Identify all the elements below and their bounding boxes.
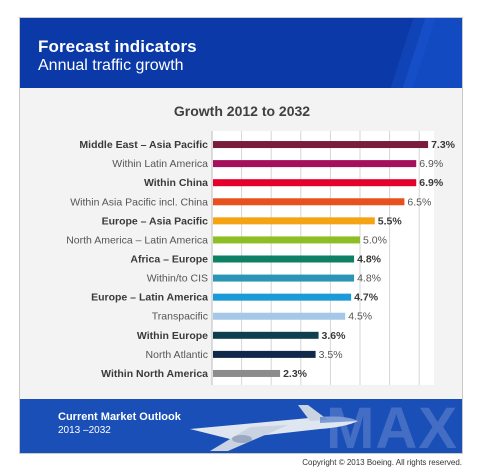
- footer-years: 2013 –2032: [58, 425, 111, 436]
- footer-banner: MAX Current Market Outlook 2013 –2032: [20, 399, 462, 454]
- value-label: 4.8%: [357, 254, 382, 266]
- bar: [213, 274, 355, 282]
- bar: [213, 255, 355, 263]
- category-label: Middle East – Asia Pacific: [79, 139, 208, 151]
- footer-title: Current Market Outlook: [58, 411, 181, 423]
- bar: [213, 331, 319, 339]
- page-subtitle: Annual traffic growth: [38, 57, 184, 74]
- value-label: 3.6%: [322, 330, 347, 342]
- value-label: 7.3%: [431, 139, 456, 151]
- category-label: Within Latin America: [112, 158, 208, 170]
- value-label: 5.5%: [378, 215, 403, 227]
- chart-title: Growth 2012 to 2032: [173, 103, 311, 119]
- bar: [213, 369, 281, 377]
- value-label: 6.5%: [407, 196, 431, 208]
- value-label: 4.8%: [357, 273, 381, 285]
- bar: [213, 312, 346, 320]
- bar: [213, 141, 429, 149]
- bar: [213, 198, 405, 206]
- category-label: North America – Latin America: [66, 234, 208, 246]
- category-label: Within Europe: [137, 330, 208, 342]
- category-label: Africa – Europe: [130, 254, 208, 266]
- category-label: Within/to CIS: [147, 273, 208, 285]
- bar: [213, 217, 375, 225]
- category-label: Within North America: [101, 368, 208, 380]
- page-title: Forecast indicators: [38, 37, 197, 56]
- value-label: 2.3%: [283, 368, 308, 380]
- bar: [213, 293, 352, 301]
- footer-watermark: MAX: [326, 399, 458, 454]
- bar: [213, 350, 316, 358]
- bar: [213, 179, 417, 187]
- value-label: 3.5%: [319, 349, 343, 361]
- value-label: 6.9%: [419, 158, 443, 170]
- infographic-frame: Forecast indicators Annual traffic growt…: [19, 17, 463, 454]
- value-label: 6.9%: [419, 177, 444, 189]
- header-banner: Forecast indicators Annual traffic growt…: [20, 18, 462, 88]
- value-label: 4.7%: [354, 292, 379, 304]
- category-label: Within China: [144, 177, 208, 189]
- bar-chart: Middle East – Asia Pacific 7.3% Within Lat…: [66, 131, 456, 385]
- category-label: Europe – Latin America: [91, 292, 208, 304]
- bar: [213, 236, 360, 244]
- category-label: Transpacific: [152, 311, 208, 323]
- category-label: Within Asia Pacific incl. China: [70, 196, 208, 208]
- bar: [213, 160, 417, 168]
- category-label: North Atlantic: [146, 349, 208, 361]
- airplane-icon: [190, 405, 358, 451]
- value-label: 4.5%: [348, 311, 372, 323]
- value-label: 5.0%: [363, 234, 387, 246]
- copyright-text: Copyright © 2013 Boeing. All rights rese…: [302, 458, 462, 467]
- category-label: Europe – Asia Pacific: [102, 215, 209, 227]
